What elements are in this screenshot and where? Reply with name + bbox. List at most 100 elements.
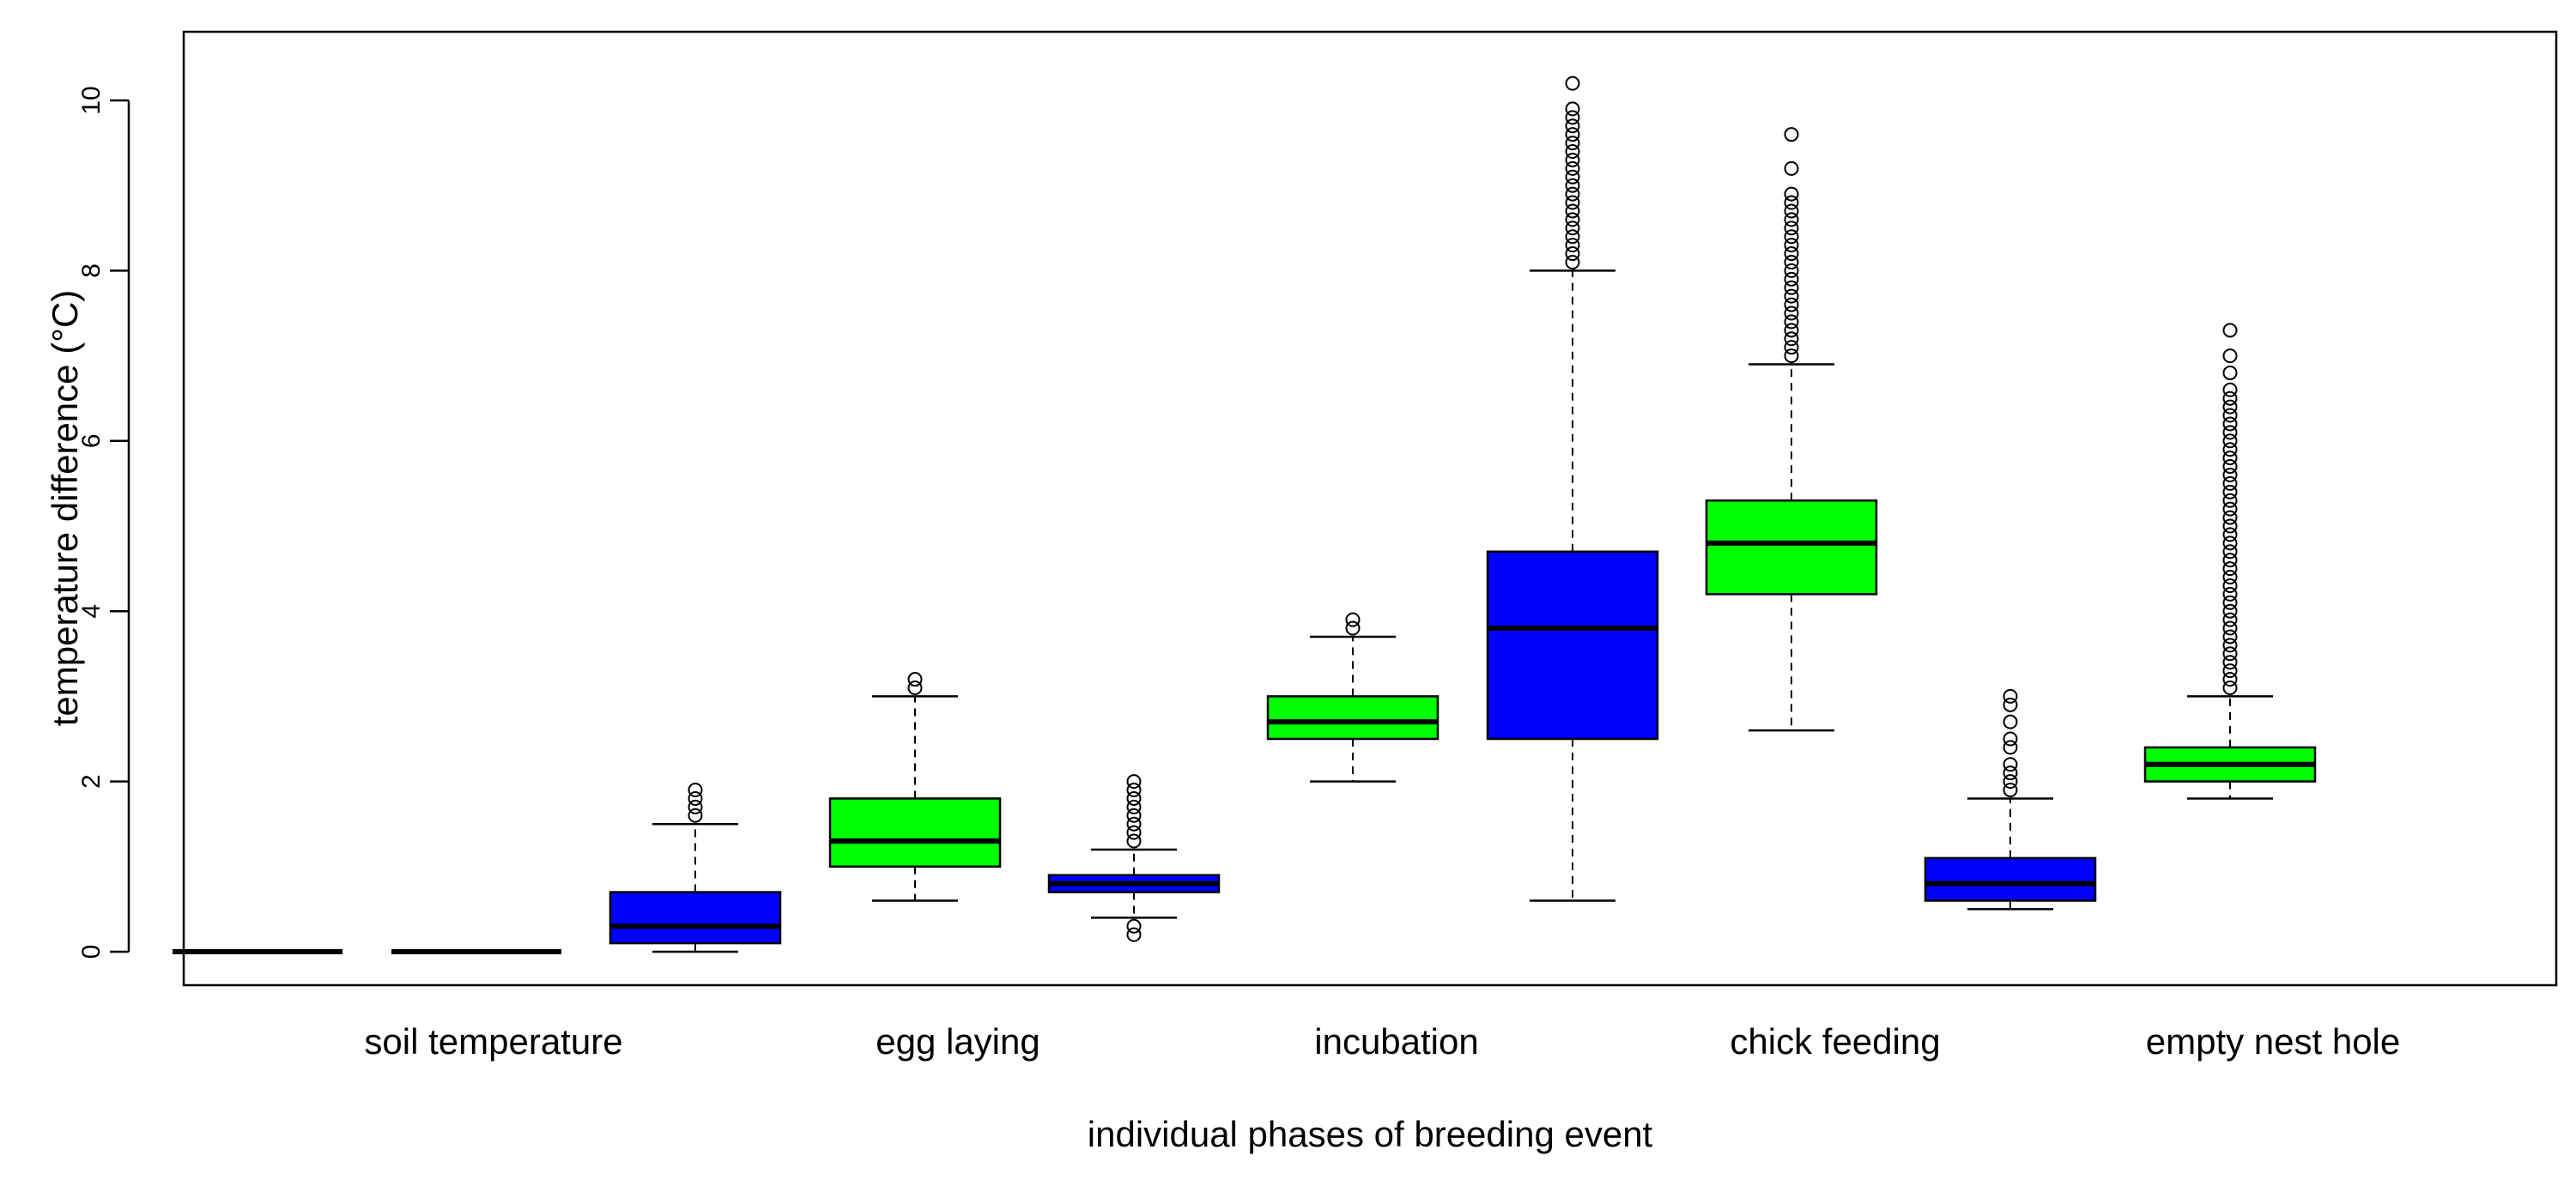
outlier-point (2222, 672, 2238, 687)
outlier-point (1565, 152, 1580, 167)
y-tick-label: 8 (77, 263, 106, 278)
outlier-point (2222, 612, 2238, 627)
box-green-2 (1266, 612, 1440, 783)
outlier-point (2222, 603, 2238, 619)
outlier-point (1565, 136, 1580, 151)
outlier-point (2222, 527, 2238, 542)
outlier-point (688, 808, 703, 823)
outlier-point (1784, 238, 1799, 253)
y-axis-title: temperature difference (°C) (45, 290, 85, 727)
outlier-point (1565, 101, 1580, 117)
outlier-point (1784, 229, 1799, 245)
outlier-point (2003, 783, 2018, 798)
outlier-point (1565, 246, 1580, 262)
iqr-box (828, 797, 1002, 868)
outlier-point (2222, 408, 2238, 423)
outlier-point (2222, 620, 2238, 636)
y-tick-label: 6 (77, 433, 106, 448)
outlier-point (1565, 229, 1580, 245)
outlier-point (1565, 186, 1580, 202)
outlier-point (2222, 544, 2238, 560)
outlier-point (1784, 314, 1799, 330)
outlier-point (2222, 433, 2238, 449)
outlier-point (907, 672, 923, 687)
outlier-point (1126, 799, 1142, 814)
outlier-point (1565, 212, 1580, 227)
outlier-point (1784, 340, 1799, 355)
outlier-point (688, 790, 703, 806)
outlier-point (1126, 927, 1142, 942)
outlier-point (1565, 118, 1580, 134)
box-blue-3 (1486, 76, 1659, 902)
outlier-point (2222, 655, 2238, 670)
y-tick-label: 2 (77, 774, 106, 789)
outlier-point (2003, 757, 2018, 772)
outlier-point (1784, 323, 1799, 338)
outlier-point (1565, 160, 1580, 176)
outlier-point (2222, 484, 2238, 499)
iqr-box (1486, 550, 1659, 741)
outlier-point (2222, 586, 2238, 602)
outlier-point (907, 680, 923, 695)
outlier-point (1784, 195, 1799, 210)
outlier-point (2222, 416, 2238, 432)
outlier-point (2222, 442, 2238, 457)
outlier-point (1126, 790, 1142, 806)
box-blue-2 (1047, 774, 1221, 942)
outlier-point (2222, 382, 2238, 397)
outlier-point (1345, 612, 1361, 627)
outlier-point (1565, 238, 1580, 253)
outlier-point (2222, 638, 2238, 653)
outlier-point (1784, 160, 1799, 176)
outlier-point (1565, 144, 1580, 160)
outlier-point (2222, 536, 2238, 551)
x-category-label: empty nest hole (2146, 1021, 2401, 1062)
x-axis-labels: soil temperature egg laying incubation chic… (364, 1021, 2400, 1062)
outlier-point (1784, 297, 1799, 312)
outlier-point (1784, 221, 1799, 236)
outlier-point (1565, 203, 1580, 219)
outlier-point (1784, 186, 1799, 202)
x-axis-title: individual phases of breeding event (1088, 1114, 1653, 1154)
x-category-label: soil temperature (364, 1021, 622, 1062)
outlier-point (688, 799, 703, 814)
outlier-point (1565, 76, 1580, 91)
box-green-4 (2143, 323, 2317, 800)
outlier-point (1784, 212, 1799, 227)
outlier-point (1784, 288, 1799, 304)
outlier-point (2003, 740, 2018, 755)
outlier-point (2222, 399, 2238, 415)
outlier-point (1565, 178, 1580, 193)
outlier-point (2222, 501, 2238, 517)
outlier-point (1784, 127, 1799, 142)
outlier-point (2222, 390, 2238, 406)
box-group (173, 76, 2317, 954)
box-green-1 (828, 672, 1002, 902)
outlier-point (2222, 348, 2238, 364)
outlier-point (2222, 570, 2238, 585)
outlier-point (1126, 918, 1142, 934)
outlier-point (2222, 467, 2238, 482)
outlier-point (2222, 663, 2238, 679)
outlier-point (1565, 254, 1580, 269)
y-tick-label: 0 (77, 945, 106, 959)
iqr-box (609, 891, 782, 945)
outlier-point (2222, 680, 2238, 695)
x-category-label: incubation (1314, 1021, 1478, 1062)
x-category-label: egg laying (876, 1021, 1039, 1062)
outlier-point (1565, 195, 1580, 210)
outlier-point (1126, 808, 1142, 823)
outlier-point (2222, 323, 2238, 338)
outlier-point (2003, 731, 2018, 747)
outlier-point (1126, 774, 1142, 790)
iqr-box (1924, 856, 2097, 902)
outlier-point (1565, 169, 1580, 185)
outlier-point (2003, 697, 2018, 712)
x-category-label: chick feeding (1730, 1021, 1940, 1062)
outlier-point (1126, 816, 1142, 832)
y-tick-label: 4 (77, 604, 106, 619)
outlier-point (2222, 646, 2238, 662)
outlier-point (1784, 254, 1799, 269)
outlier-point (1784, 246, 1799, 262)
